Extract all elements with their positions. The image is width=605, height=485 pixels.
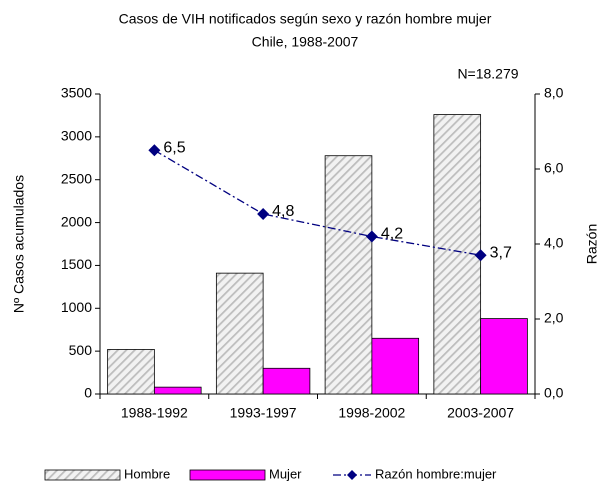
y-tick-label: 1000 <box>61 299 92 315</box>
data-label: 4,2 <box>381 226 403 243</box>
y-tick-label: 3500 <box>61 85 92 101</box>
bar <box>371 337 420 395</box>
marker <box>365 230 378 243</box>
y2-axis-label: Razón <box>584 224 600 264</box>
x-tick-label: 2003-2007 <box>447 405 514 421</box>
y-tick-label: 0 <box>84 385 92 401</box>
marker <box>257 208 270 220</box>
marker <box>474 249 487 262</box>
bar <box>324 155 373 395</box>
x-tick-label: 1988-1992 <box>121 405 188 421</box>
y-axis-label: Nº Casos acumulados <box>11 175 27 313</box>
bar <box>153 386 202 395</box>
legend-label: Mujer <box>269 466 302 481</box>
y2-tick-label: 0,0 <box>544 385 564 401</box>
legend-marker <box>347 470 357 480</box>
chart-title: Casos de VIH notificados según sexo y ra… <box>119 11 492 27</box>
bar <box>107 349 155 395</box>
x-tick-label: 1998-2002 <box>338 405 405 421</box>
x-tick-label: 1993-1997 <box>230 405 297 421</box>
chart-subtitle: Chile, 1988-2007 <box>252 34 359 50</box>
y2-tick-label: 6,0 <box>544 160 564 176</box>
y-tick-label: 1500 <box>61 256 92 272</box>
data-label: 3,7 <box>490 244 512 261</box>
y2-tick-label: 4,0 <box>544 235 564 251</box>
marker <box>148 144 161 157</box>
y2-tick-label: 2,0 <box>544 310 564 326</box>
legend-label: Hombre <box>124 466 170 481</box>
data-label: 4,8 <box>272 203 294 220</box>
annotation: N=18.279 <box>457 66 518 82</box>
legend-label: Razón hombre:mujer <box>375 466 497 481</box>
legend-swatch <box>189 469 266 481</box>
data-label: 6,5 <box>163 139 185 156</box>
bar <box>480 318 528 395</box>
y2-tick-label: 8,0 <box>544 85 564 101</box>
line <box>154 149 481 256</box>
bar <box>262 367 311 395</box>
y-tick-label: 2000 <box>61 213 92 229</box>
y-tick-label: 3000 <box>61 128 92 144</box>
y-tick-label: 2500 <box>61 170 92 186</box>
legend-swatch <box>44 469 121 481</box>
y-tick-label: 500 <box>69 342 93 358</box>
bar <box>215 272 264 395</box>
